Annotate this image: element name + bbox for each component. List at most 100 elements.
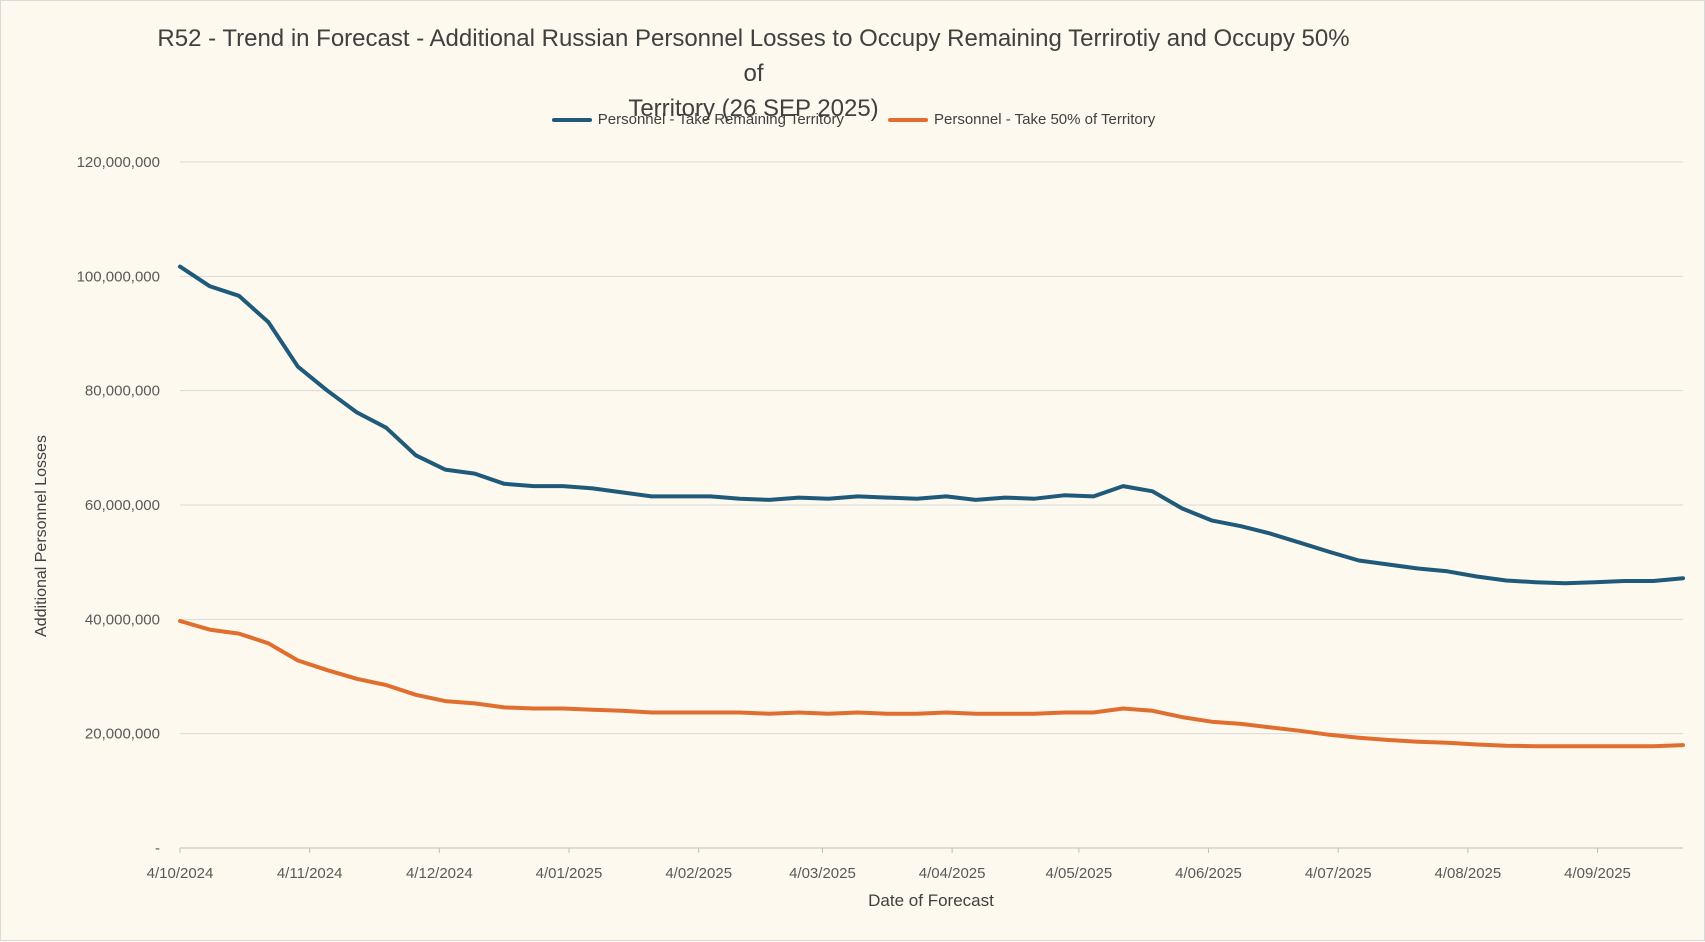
- remaining-territory-data-point: [562, 485, 564, 487]
- y-tick-label: 60,000,000: [85, 497, 160, 514]
- fifty-percent-data-point: [1181, 716, 1183, 718]
- x-tick-label: 4/01/2025: [536, 865, 603, 882]
- remaining-territory-data-point: [533, 485, 535, 487]
- remaining-territory-data-point: [916, 498, 918, 500]
- fifty-percent-data-point: [1358, 737, 1360, 739]
- fifty-percent-data-point: [680, 712, 682, 714]
- fifty-percent-data-point: [297, 659, 299, 661]
- remaining-territory-data-point: [945, 495, 947, 497]
- fifty-percent-data-point: [208, 629, 210, 631]
- fifty-percent-data-point: [474, 702, 476, 704]
- fifty-percent-data-point: [975, 713, 977, 715]
- x-tick-label: 4/12/2024: [406, 865, 473, 882]
- fifty-percent-data-point: [326, 669, 328, 671]
- remaining-territory-data-point: [1240, 525, 1242, 527]
- fifty-percent-data-point: [592, 709, 594, 711]
- remaining-territory-data-point: [297, 366, 299, 368]
- legend-item-fifty-percent: Personnel - Take 50% of Territory: [888, 111, 1155, 128]
- remaining-territory-data-point: [1299, 542, 1301, 544]
- fifty-percent-data-point: [267, 642, 269, 644]
- remaining-territory-data-point: [1328, 551, 1330, 553]
- chart-title: R52 - Trend in Forecast - Additional Rus…: [151, 21, 1356, 126]
- fifty-percent-data-point: [827, 713, 829, 715]
- remaining-territory-data-point: [886, 497, 888, 499]
- remaining-territory-data-point: [651, 495, 653, 497]
- series-line-remaining-territory: [178, 264, 1685, 586]
- remaining-territory-data-point: [1535, 581, 1537, 583]
- fifty-percent-data-point: [1446, 742, 1448, 744]
- fifty-percent-data-point: [1034, 713, 1036, 715]
- remaining-territory-data-point: [474, 473, 476, 475]
- remaining-territory-data-point: [592, 487, 594, 489]
- remaining-territory-data-point: [1181, 507, 1183, 509]
- fifty-percent-data-point: [1299, 730, 1301, 732]
- remaining-territory-data-point: [1093, 495, 1095, 497]
- y-tick-label: 100,000,000: [77, 268, 160, 285]
- remaining-territory-data-point: [680, 495, 682, 497]
- fifty-percent-data-point: [503, 706, 505, 708]
- remaining-territory-data-point: [1564, 582, 1566, 584]
- fifty-percent-data-point: [179, 620, 181, 622]
- remaining-territory-data-point: [503, 483, 505, 485]
- remaining-territory-data-point: [267, 321, 269, 323]
- remaining-territory-data-point: [1594, 581, 1596, 583]
- remaining-territory-data-point: [326, 390, 328, 392]
- chart-title-line-2: Territory (26 SEP 2025): [628, 95, 879, 122]
- remaining-territory-data-point: [1653, 580, 1655, 582]
- legend-label-fifty-percent: Personnel - Take 50% of Territory: [934, 111, 1156, 128]
- fifty-percent-data-point: [1004, 713, 1006, 715]
- legend-label-remaining: Personnel - Take Remaining Territory: [597, 111, 844, 128]
- remaining-territory-data-point: [1004, 497, 1006, 499]
- y-tick-label: -: [155, 840, 160, 857]
- fifty-percent-data-point: [1093, 712, 1095, 714]
- fifty-percent-data-point: [356, 678, 358, 680]
- x-tick-label: 4/06/2025: [1175, 865, 1242, 882]
- x-tick-label: 4/08/2025: [1434, 865, 1501, 882]
- remaining-territory-data-point: [1269, 533, 1271, 535]
- fifty-percent-data-point: [1210, 721, 1212, 723]
- x-tick-label: 4/04/2025: [919, 865, 986, 882]
- remaining-territory-data-point: [827, 498, 829, 500]
- fifty-percent-data-point: [916, 713, 918, 715]
- remaining-territory-data-point: [444, 469, 446, 471]
- fifty-percent-data-point: [562, 708, 564, 710]
- fifty-percent-data-point: [739, 712, 741, 714]
- fifty-percent-data-point: [238, 633, 240, 635]
- remaining-territory-data-point: [768, 499, 770, 501]
- legend: Personnel - Take Remaining Territory Per…: [1, 111, 1705, 128]
- fifty-percent-data-point: [1387, 739, 1389, 741]
- x-tick-label: 4/09/2025: [1564, 865, 1631, 882]
- remaining-territory-data-point: [1063, 494, 1065, 496]
- fifty-percent-data-point: [385, 684, 387, 686]
- remaining-territory-data-point: [621, 491, 623, 493]
- y-tick-label: 120,000,000: [77, 154, 160, 171]
- fifty-percent-data-point: [1623, 745, 1625, 747]
- remaining-territory-data-point: [356, 411, 358, 413]
- y-tick-label: 40,000,000: [85, 611, 160, 628]
- legend-swatch-remaining: [551, 117, 592, 122]
- remaining-territory-data-point: [1358, 559, 1360, 561]
- fifty-percent-data-point: [709, 712, 711, 714]
- remaining-territory-data-point: [385, 427, 387, 429]
- fifty-percent-data-point: [1476, 744, 1478, 746]
- fifty-percent-data-point: [1240, 723, 1242, 725]
- remaining-territory-data-point: [1623, 580, 1625, 582]
- remaining-territory-data-point: [1034, 498, 1036, 500]
- remaining-territory-data-point: [1682, 577, 1684, 579]
- remaining-territory-data-point: [739, 498, 741, 500]
- remaining-territory-data-point: [1387, 563, 1389, 565]
- remaining-territory-data-point: [415, 454, 417, 456]
- remaining-territory-data-point: [798, 497, 800, 499]
- remaining-territory-data-point: [1152, 490, 1154, 492]
- x-tick-label: 4/10/2024: [147, 865, 214, 882]
- fifty-percent-data-point: [444, 700, 446, 702]
- fifty-percent-data-point: [651, 712, 653, 714]
- series-line-fifty-percent: [178, 619, 1685, 749]
- fifty-percent-data-point: [621, 710, 623, 712]
- x-tick-label: 4/03/2025: [789, 865, 856, 882]
- fifty-percent-data-point: [533, 708, 535, 710]
- remaining-territory-data-point: [975, 499, 977, 501]
- fifty-percent-data-point: [1417, 741, 1419, 743]
- x-axis-label: Date of Forecast: [868, 891, 994, 910]
